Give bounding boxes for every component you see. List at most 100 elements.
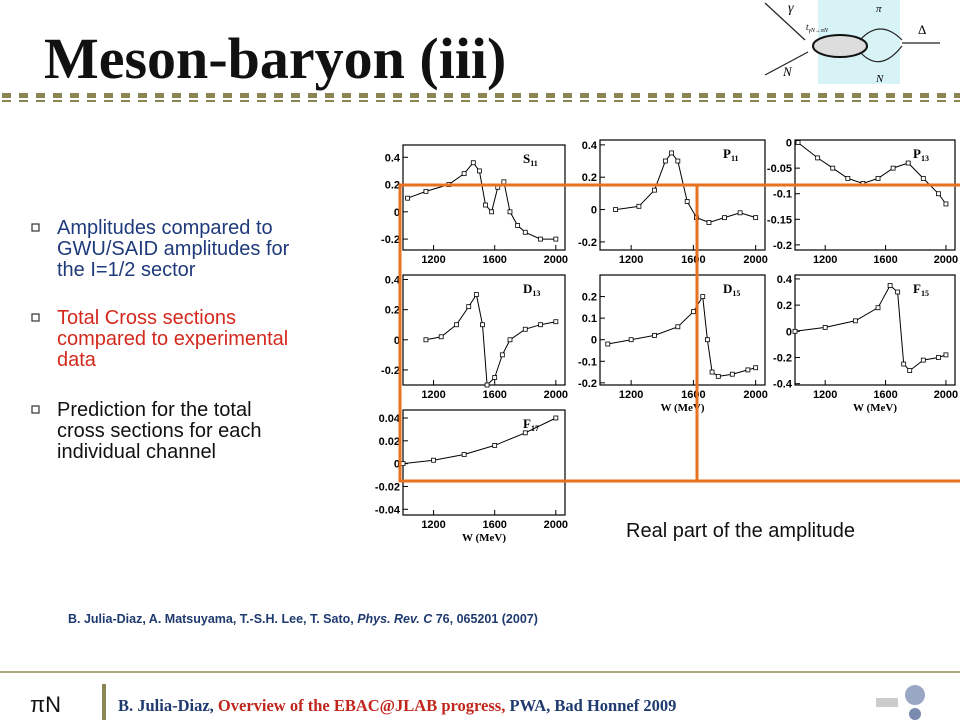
data-point — [431, 457, 436, 463]
data-point — [745, 367, 751, 373]
data-point — [675, 158, 681, 164]
panel-label-sub: 15 — [921, 289, 929, 298]
data-point — [400, 461, 406, 467]
data-point — [613, 207, 618, 212]
caption: Real part of the amplitude — [626, 520, 855, 542]
x-tick-label: 1600 — [873, 389, 897, 401]
panel-label-main: F — [913, 281, 921, 296]
institution-logos — [876, 685, 925, 720]
data-point — [628, 337, 634, 343]
data-point — [489, 209, 495, 215]
panel-label-main: P — [723, 146, 731, 161]
title-rule — [0, 93, 960, 102]
footer-talk: Overview of the EBAC@JLAB progress, — [218, 696, 505, 715]
data-point — [907, 368, 913, 373]
data-point — [920, 357, 926, 363]
x-tick-label: 1200 — [813, 389, 837, 401]
y-tick-label: 0.1 — [582, 313, 597, 325]
data-point — [815, 155, 821, 161]
vertex-sub: γN→πN — [809, 28, 829, 34]
data-point — [473, 292, 479, 297]
bullet-line: Amplitudes compared to — [57, 217, 273, 239]
panel-label-sub: 11 — [731, 154, 739, 163]
x-tick-label: 2000 — [743, 389, 767, 401]
data-point — [492, 442, 498, 448]
data-point — [466, 304, 472, 310]
y-tick-label: -0.2 — [773, 353, 792, 365]
data-point — [662, 158, 668, 164]
y-tick-label: 0 — [394, 459, 400, 471]
y-tick-label: -0.2 — [773, 240, 792, 252]
bullet-text: Total Cross sections compared to experim… — [57, 307, 294, 371]
data-point — [905, 160, 911, 166]
x-tick-label: 1200 — [813, 254, 837, 266]
panel-label-main: P — [913, 146, 921, 161]
data-point — [423, 337, 429, 343]
data-point — [875, 175, 881, 181]
y-tick-label: -0.04 — [375, 504, 401, 516]
data-point — [822, 324, 828, 330]
data-point — [652, 187, 657, 193]
x-tick-label: 1200 — [619, 389, 643, 401]
data-point — [943, 352, 949, 358]
panel-label-sub: 11 — [530, 159, 538, 168]
data-point — [538, 236, 543, 242]
bullet-line: cross sections for each — [57, 420, 262, 442]
panel-frame — [599, 274, 766, 386]
data-point — [792, 328, 798, 334]
panel: 0.4 0.2 0 -0.2 1200 1600 2000 D13 — [381, 274, 568, 401]
model-curve — [615, 152, 756, 224]
data-point — [709, 369, 715, 375]
y-tick-label: -0.05 — [767, 163, 792, 175]
data-point — [920, 175, 926, 181]
diagram-line — [764, 2, 806, 41]
logo-mark — [905, 685, 925, 705]
x-tick-label: 1600 — [681, 389, 705, 401]
data-point — [522, 430, 528, 436]
diagram-label: N — [875, 73, 884, 85]
x-tick-label: 2000 — [743, 254, 767, 266]
data-point — [515, 223, 521, 228]
data-point — [438, 334, 444, 340]
diagram-label: π — [876, 3, 882, 15]
data-point — [499, 352, 505, 358]
data-point — [845, 175, 851, 181]
reference-journal: Phys. Rev. C — [357, 612, 433, 626]
data-point — [830, 165, 836, 171]
bullet-marker — [31, 313, 40, 322]
data-point — [715, 373, 721, 379]
panel-frame — [402, 409, 566, 516]
panel: 0.2 0.1 0 -0.1 -0.2 1200 1600 2000 W (MeV) D15 — [578, 274, 768, 414]
data-point — [522, 326, 528, 332]
diagram-label: Δ — [918, 22, 926, 37]
y-tick-label: 0.4 — [385, 275, 401, 287]
diagram-label: tγN→πN — [806, 22, 829, 34]
x-tick-label: 1200 — [421, 389, 445, 401]
panel-label: F17 — [523, 416, 539, 433]
data-point — [753, 215, 759, 221]
data-point — [484, 382, 490, 388]
data-point — [675, 324, 681, 330]
x-tick-label: 1600 — [482, 519, 506, 531]
data-point — [477, 168, 482, 174]
x-tick-label: 2000 — [934, 254, 958, 266]
data-point — [483, 202, 488, 208]
y-tick-label: 0 — [591, 335, 597, 347]
y-tick-label: 0.2 — [582, 292, 597, 304]
data-point — [553, 415, 559, 421]
y-tick-label: 0.04 — [379, 413, 401, 425]
data-point — [461, 452, 467, 457]
x-tick-label: 1200 — [619, 254, 643, 266]
data-point — [423, 188, 429, 194]
y-tick-label: 0 — [394, 207, 400, 219]
data-point — [461, 171, 467, 177]
panel-label-sub: 13 — [921, 154, 929, 163]
panel-label-main: F — [523, 416, 531, 431]
y-tick-label: -0.1 — [773, 189, 792, 201]
diagram-line — [859, 28, 903, 41]
data-point — [538, 322, 543, 328]
data-point — [795, 140, 801, 145]
data-point — [480, 322, 485, 328]
data-point — [470, 160, 476, 166]
